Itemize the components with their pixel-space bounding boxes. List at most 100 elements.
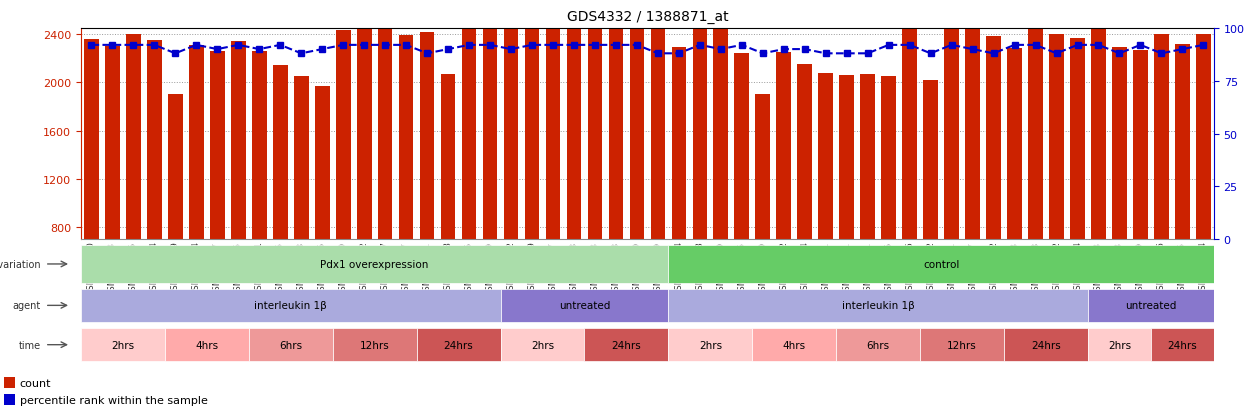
Bar bbox=[420, 33, 435, 240]
Text: 2hrs: 2hrs bbox=[530, 340, 554, 350]
Text: 6hrs: 6hrs bbox=[279, 340, 303, 350]
Bar bbox=[671, 48, 686, 240]
Text: untreated: untreated bbox=[1125, 301, 1177, 311]
Bar bbox=[1175, 45, 1190, 240]
Text: percentile rank within the sample: percentile rank within the sample bbox=[20, 394, 208, 405]
FancyBboxPatch shape bbox=[584, 328, 669, 362]
Bar bbox=[692, 0, 707, 240]
Bar bbox=[903, 0, 918, 240]
FancyBboxPatch shape bbox=[81, 289, 500, 322]
Text: 12hrs: 12hrs bbox=[947, 340, 977, 350]
Bar bbox=[588, 0, 603, 240]
Bar bbox=[168, 95, 183, 240]
Bar bbox=[881, 77, 896, 240]
Text: 12hrs: 12hrs bbox=[360, 340, 390, 350]
Bar bbox=[545, 2, 560, 240]
FancyBboxPatch shape bbox=[837, 328, 920, 362]
Bar bbox=[441, 75, 456, 240]
Bar bbox=[336, 31, 351, 240]
Bar bbox=[1007, 50, 1022, 240]
Bar bbox=[566, 4, 581, 240]
Text: untreated: untreated bbox=[559, 301, 610, 311]
Bar bbox=[818, 74, 833, 240]
FancyBboxPatch shape bbox=[81, 328, 164, 362]
Bar bbox=[1133, 50, 1148, 240]
Bar bbox=[357, 4, 371, 240]
Bar bbox=[965, 2, 980, 240]
FancyBboxPatch shape bbox=[164, 328, 249, 362]
Bar bbox=[251, 52, 266, 240]
Text: interleukin 1β: interleukin 1β bbox=[842, 301, 915, 311]
FancyBboxPatch shape bbox=[1003, 328, 1088, 362]
Bar bbox=[630, 0, 644, 240]
Bar bbox=[651, 0, 665, 240]
Bar bbox=[1050, 35, 1064, 240]
Bar bbox=[986, 37, 1001, 240]
FancyBboxPatch shape bbox=[669, 246, 1214, 283]
FancyBboxPatch shape bbox=[752, 328, 837, 362]
Bar bbox=[944, 7, 959, 240]
FancyBboxPatch shape bbox=[669, 289, 1088, 322]
Bar bbox=[524, 7, 539, 240]
FancyBboxPatch shape bbox=[249, 328, 332, 362]
Bar bbox=[1112, 48, 1127, 240]
FancyBboxPatch shape bbox=[81, 246, 669, 283]
Text: time: time bbox=[19, 340, 41, 350]
Bar bbox=[1071, 38, 1084, 240]
Bar bbox=[462, 7, 477, 240]
Bar bbox=[210, 52, 224, 240]
FancyBboxPatch shape bbox=[332, 328, 417, 362]
Bar bbox=[504, 2, 518, 240]
Text: GDS4332 / 1388871_at: GDS4332 / 1388871_at bbox=[566, 10, 728, 24]
Bar bbox=[1028, 0, 1043, 240]
Bar bbox=[756, 95, 771, 240]
FancyBboxPatch shape bbox=[920, 328, 1003, 362]
Bar bbox=[5, 394, 15, 405]
Bar bbox=[126, 35, 141, 240]
Bar bbox=[924, 81, 937, 240]
Text: interleukin 1β: interleukin 1β bbox=[254, 301, 327, 311]
Bar bbox=[315, 87, 330, 240]
Bar bbox=[1091, 0, 1106, 240]
Bar bbox=[713, 2, 728, 240]
FancyBboxPatch shape bbox=[1088, 328, 1150, 362]
FancyBboxPatch shape bbox=[1150, 328, 1214, 362]
FancyBboxPatch shape bbox=[1088, 289, 1214, 322]
Bar bbox=[1196, 35, 1210, 240]
Text: 24hrs: 24hrs bbox=[1168, 340, 1198, 350]
Text: 2hrs: 2hrs bbox=[111, 340, 134, 350]
Text: 2hrs: 2hrs bbox=[698, 340, 722, 350]
Text: 4hrs: 4hrs bbox=[195, 340, 218, 350]
Bar bbox=[294, 77, 309, 240]
Bar bbox=[273, 66, 288, 240]
Bar bbox=[797, 65, 812, 240]
Text: count: count bbox=[20, 378, 51, 388]
Text: 24hrs: 24hrs bbox=[1031, 340, 1061, 350]
Bar bbox=[105, 47, 120, 240]
Text: 6hrs: 6hrs bbox=[867, 340, 890, 350]
Text: 24hrs: 24hrs bbox=[443, 340, 473, 350]
Text: control: control bbox=[923, 259, 960, 269]
Bar bbox=[1154, 35, 1169, 240]
Text: 24hrs: 24hrs bbox=[611, 340, 641, 350]
FancyBboxPatch shape bbox=[669, 328, 752, 362]
Text: 2hrs: 2hrs bbox=[1108, 340, 1130, 350]
FancyBboxPatch shape bbox=[500, 328, 584, 362]
Text: agent: agent bbox=[12, 301, 41, 311]
Bar bbox=[398, 36, 413, 240]
Bar bbox=[860, 75, 875, 240]
Bar bbox=[147, 41, 162, 240]
FancyBboxPatch shape bbox=[500, 289, 669, 322]
Bar bbox=[483, 0, 498, 240]
Text: 4hrs: 4hrs bbox=[783, 340, 806, 350]
Bar bbox=[735, 54, 749, 240]
Bar bbox=[609, 4, 624, 240]
Bar bbox=[377, 14, 392, 240]
Text: Pdx1 overexpression: Pdx1 overexpression bbox=[320, 259, 428, 269]
Bar bbox=[85, 40, 98, 240]
Text: genotype/variation: genotype/variation bbox=[0, 259, 41, 269]
Bar bbox=[230, 42, 245, 240]
Bar bbox=[777, 53, 791, 240]
Bar bbox=[189, 46, 204, 240]
FancyBboxPatch shape bbox=[417, 328, 500, 362]
